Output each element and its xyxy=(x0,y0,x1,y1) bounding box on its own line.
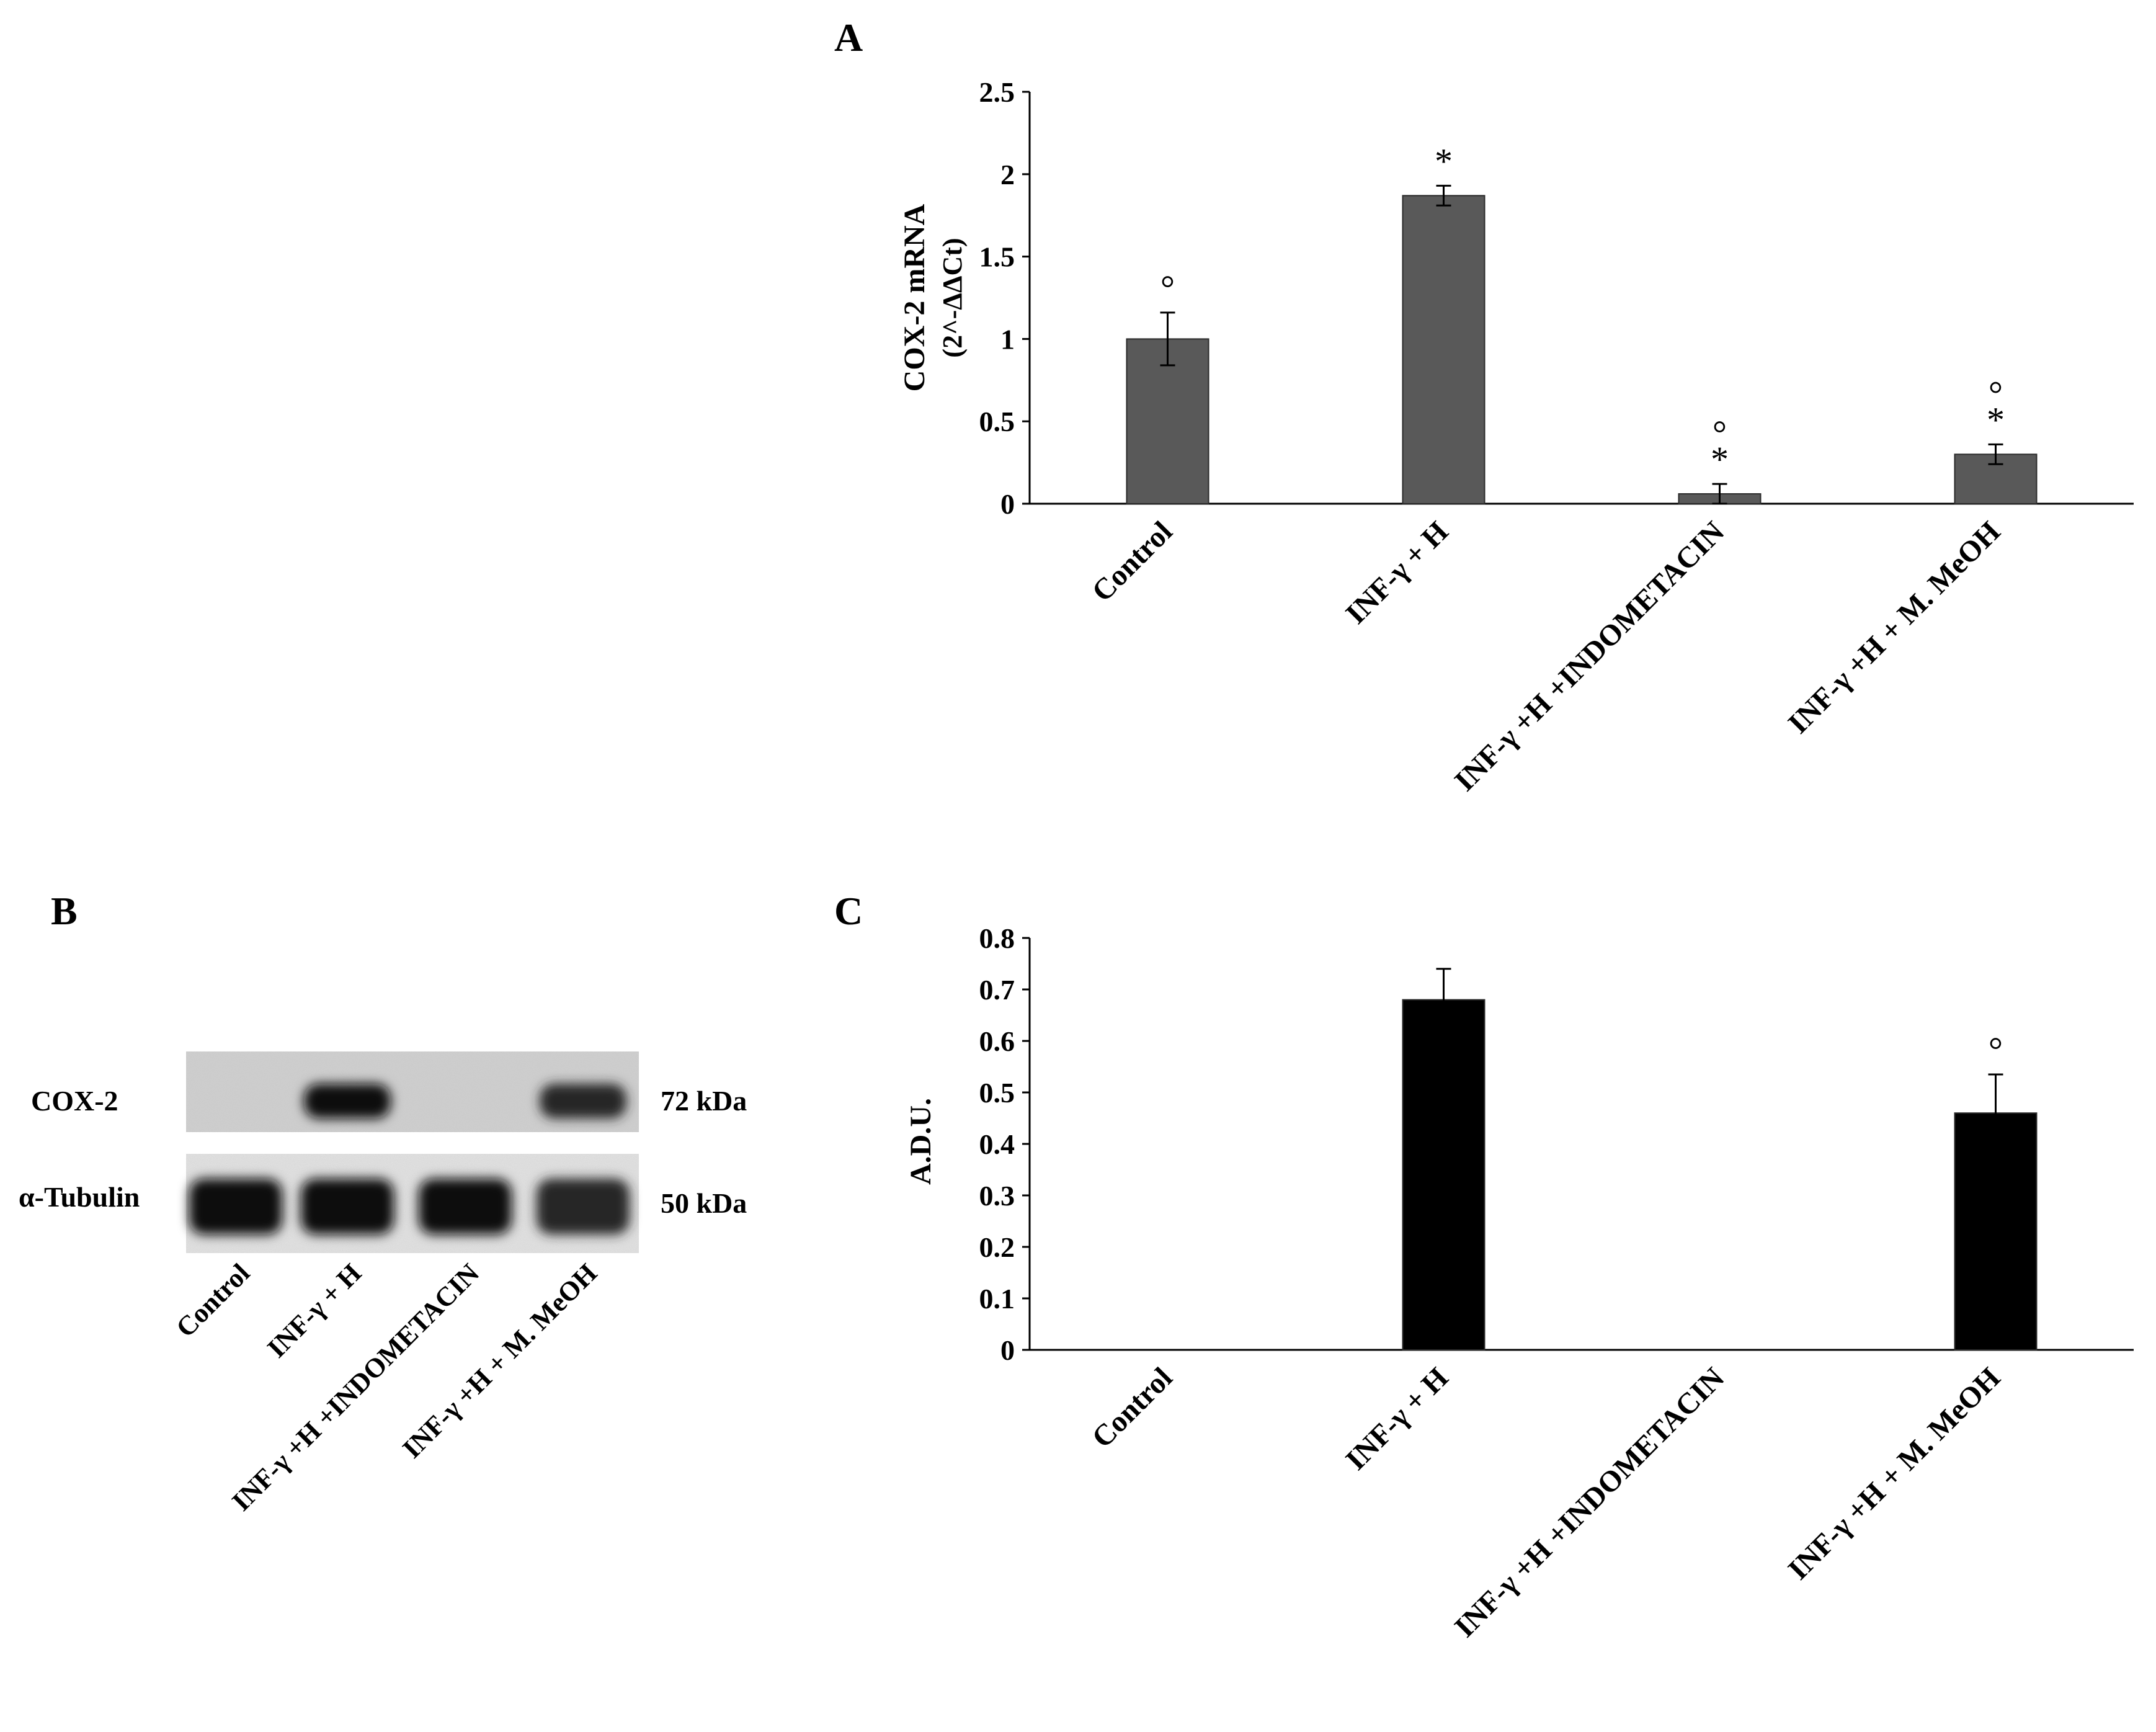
blot-lane-label-2: INF-γ +H +INDOMETACIN xyxy=(226,1257,485,1517)
chart-a-y-axis-subtitle: (2^-ΔΔCt) xyxy=(937,238,968,357)
chart-c-category-label: INF-γ +H +INDOMETACIN xyxy=(1448,1361,1731,1644)
chart-c-y-tick-label: 0 xyxy=(1000,1334,1015,1366)
blot-size-tubulin: 50 kDa xyxy=(661,1187,747,1219)
chart-a-y-tick-label: 2 xyxy=(1000,159,1015,190)
chart-c-y-tick-label: 0.2 xyxy=(979,1231,1015,1263)
blot-band xyxy=(537,1179,630,1234)
chart-a-category-label: INF-γ + H xyxy=(1339,515,1454,630)
chart-c-y-tick-label: 0.3 xyxy=(979,1180,1015,1212)
chart-a-category-label: Control xyxy=(1085,515,1178,608)
chart-c: 0 0.1 0.2 0.3 0.4 0.5 0.6 0.7 0.8 Control INF-γ + … xyxy=(904,922,2134,1644)
blot-lane-label-3: INF-γ +H + M. MeOH xyxy=(396,1257,603,1464)
blot-band xyxy=(419,1179,512,1234)
chart-a-significance-mark: ° xyxy=(1160,268,1175,308)
blot-band xyxy=(189,1179,282,1234)
chart-c-significance-mark: ° xyxy=(1989,1030,2003,1070)
chart-c-y-tick-label: 0.5 xyxy=(979,1077,1015,1109)
chart-a-y-tick-label: 0 xyxy=(1000,488,1015,520)
blot-lane-label-1: INF-γ + H xyxy=(261,1257,367,1364)
chart-a-y-axis-title: COX-2 mRNA xyxy=(898,203,931,391)
chart-a-significance-mark: ° xyxy=(1713,413,1727,453)
chart-a-significance-mark: ° xyxy=(1989,373,2003,414)
chart-a-category-label: INF-γ +H + M. MeOH xyxy=(1782,515,2007,740)
panel-label-c: C xyxy=(834,889,863,933)
western-blot: COX-2 α-Tubulin 72 kDa 50 kDa Control IN… xyxy=(19,1051,747,1517)
chart-a: 00.511.522.5°Control*INF-γ + H*°INF-γ +H… xyxy=(898,76,2134,798)
chart-c-y-tick-label: 0.6 xyxy=(979,1025,1015,1057)
chart-a-significance-mark: * xyxy=(1987,400,2005,440)
chart-c-category-label: INF-γ +H + M. MeOH xyxy=(1782,1361,2007,1586)
chart-c-bar xyxy=(1402,999,1486,1350)
chart-a-bar xyxy=(1126,338,1209,505)
blot-band xyxy=(540,1084,626,1118)
chart-c-y-tick-label: 0.7 xyxy=(979,974,1015,1006)
blot-row-label-tubulin: α-Tubulin xyxy=(19,1181,140,1213)
chart-a-y-tick-label: 1.5 xyxy=(979,241,1015,273)
blot-bands xyxy=(189,1084,630,1234)
panel-label-b: B xyxy=(51,889,78,933)
chart-c-y-tick-label: 0.1 xyxy=(979,1283,1015,1315)
chart-c-y-tick-label: 0.8 xyxy=(979,922,1015,954)
panel-label-a: A xyxy=(834,16,863,60)
chart-a-y-tick-label: 2.5 xyxy=(979,76,1015,108)
blot-row-label-cox2: COX-2 xyxy=(31,1085,118,1117)
chart-a-bar xyxy=(1402,195,1486,504)
blot-band xyxy=(304,1084,391,1118)
chart-c-y-tick-label: 0.4 xyxy=(979,1128,1015,1160)
blot-size-cox2: 72 kDa xyxy=(661,1085,747,1117)
chart-a-y-tick-label: 0.5 xyxy=(979,406,1015,437)
blot-band xyxy=(301,1179,394,1234)
chart-c-y-axis-title: A.D.U. xyxy=(904,1098,937,1185)
chart-a-significance-mark: * xyxy=(1435,141,1453,181)
chart-c-category-label: Control xyxy=(1085,1361,1178,1454)
chart-a-category-label: INF-γ +H +INDOMETACIN xyxy=(1448,515,1731,798)
chart-a-y-tick-label: 1 xyxy=(1000,323,1015,355)
blot-lane-label-0: Control xyxy=(170,1257,256,1343)
chart-a-significance-mark: * xyxy=(1711,439,1729,480)
chart-c-category-label: INF-γ + H xyxy=(1339,1361,1454,1476)
